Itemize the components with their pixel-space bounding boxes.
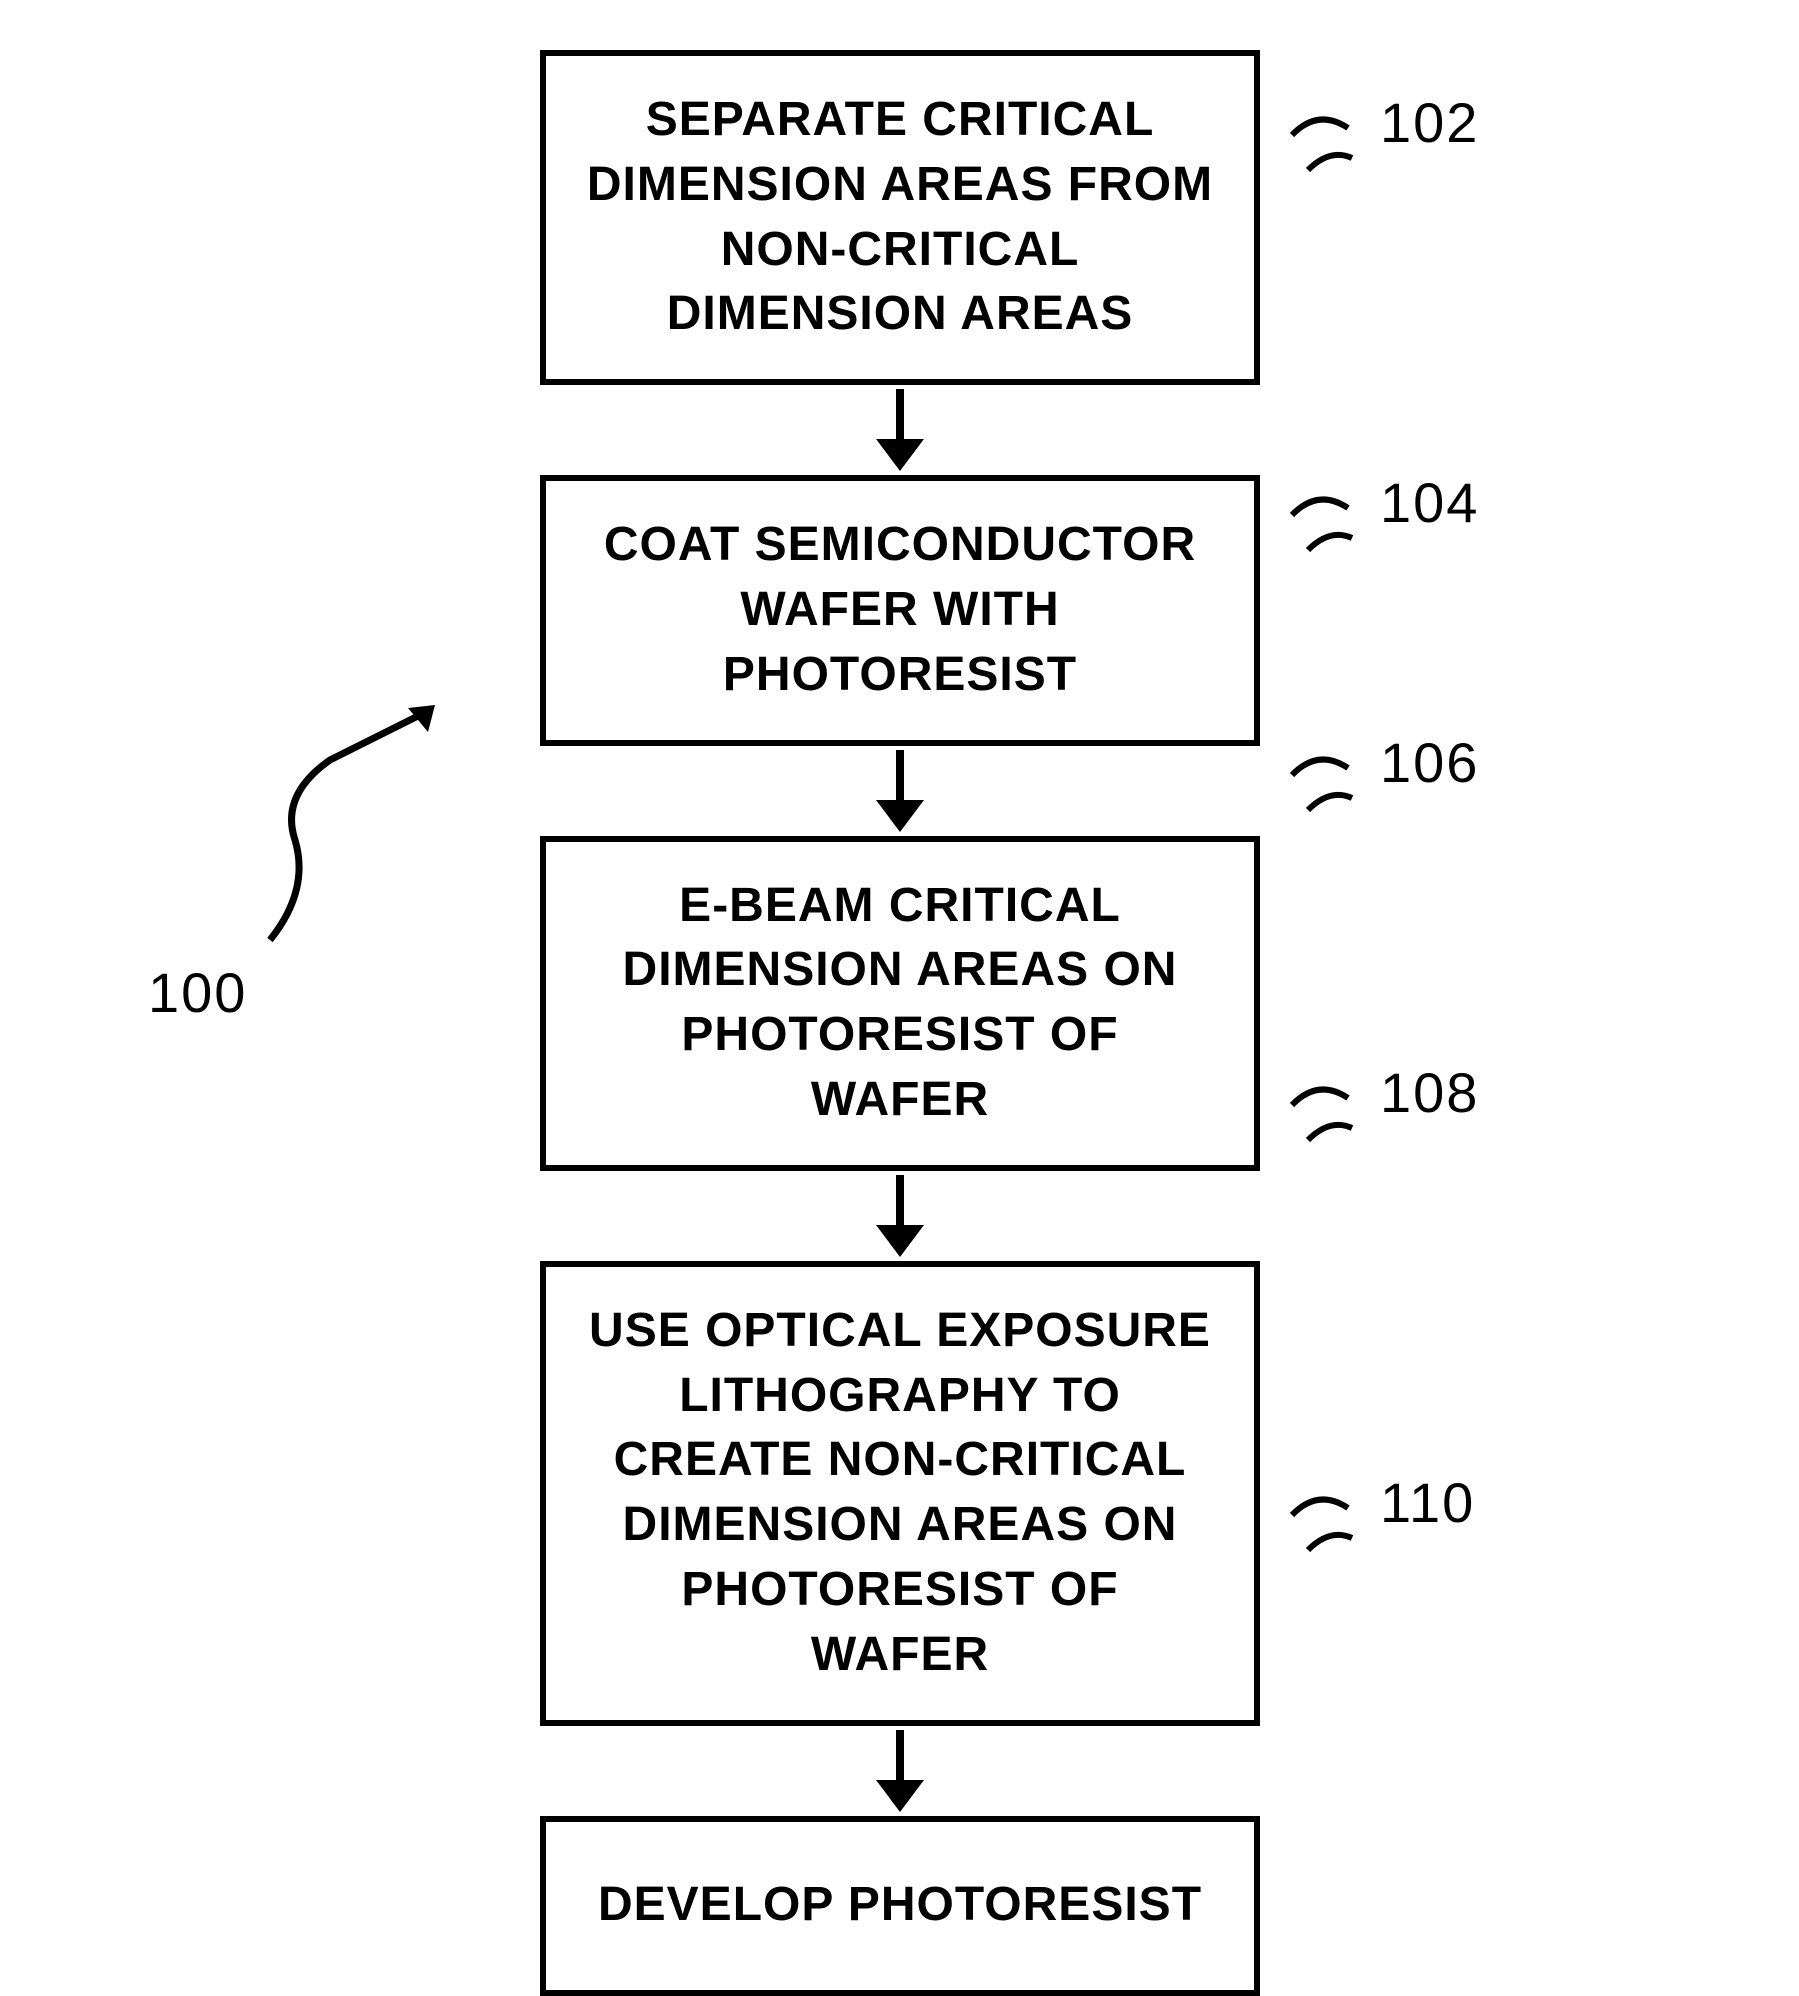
flow-step-text: SEPARATE CRITICAL DIMENSION AREAS FROM N… xyxy=(586,88,1214,347)
step-label: 102 xyxy=(1380,90,1479,155)
flow-step-box: SEPARATE CRITICAL DIMENSION AREAS FROM N… xyxy=(540,50,1260,385)
flow-arrow xyxy=(540,750,1260,832)
step-label: 108 xyxy=(1380,1060,1479,1125)
arrow-line xyxy=(896,389,904,439)
flow-step-text: DEVELOP PHOTORESIST xyxy=(598,1873,1202,1938)
flow-step-box: DEVELOP PHOTORESIST xyxy=(540,1816,1260,1996)
flow-step-text: E-BEAM CRITICAL DIMENSION AREAS ON PHOTO… xyxy=(586,874,1214,1133)
step-label: 110 xyxy=(1380,1470,1475,1535)
arrow-head-icon xyxy=(876,439,924,471)
flow-step-box: COAT SEMICONDUCTOR WAFER WITH PHOTORESIS… xyxy=(540,475,1260,745)
reference-arrow xyxy=(240,690,520,970)
step-bracket xyxy=(1280,1070,1370,1170)
arrow-line xyxy=(896,750,904,800)
flow-arrow xyxy=(540,389,1260,471)
arrow-line xyxy=(896,1175,904,1225)
arrow-head-icon xyxy=(876,1225,924,1257)
arrow-head-icon xyxy=(876,800,924,832)
flow-arrow xyxy=(540,1175,1260,1257)
arrow-head-icon xyxy=(876,1780,924,1812)
flow-step-text: USE OPTICAL EXPOSURE LITHOGRAPHY TO CREA… xyxy=(586,1299,1214,1688)
reference-number: 100 xyxy=(148,960,247,1025)
flow-step-text: COAT SEMICONDUCTOR WAFER WITH PHOTORESIS… xyxy=(586,513,1214,707)
arrow-line xyxy=(896,1730,904,1780)
step-bracket xyxy=(1280,100,1370,200)
step-label: 104 xyxy=(1380,470,1479,535)
flow-arrow xyxy=(540,1730,1260,1812)
flow-step-box: E-BEAM CRITICAL DIMENSION AREAS ON PHOTO… xyxy=(540,836,1260,1171)
step-bracket xyxy=(1280,740,1370,840)
step-label: 106 xyxy=(1380,730,1479,795)
step-bracket xyxy=(1280,480,1370,580)
step-bracket xyxy=(1280,1480,1370,1580)
flow-step-box: USE OPTICAL EXPOSURE LITHOGRAPHY TO CREA… xyxy=(540,1261,1260,1726)
flowchart-container: SEPARATE CRITICAL DIMENSION AREAS FROM N… xyxy=(540,50,1260,1996)
